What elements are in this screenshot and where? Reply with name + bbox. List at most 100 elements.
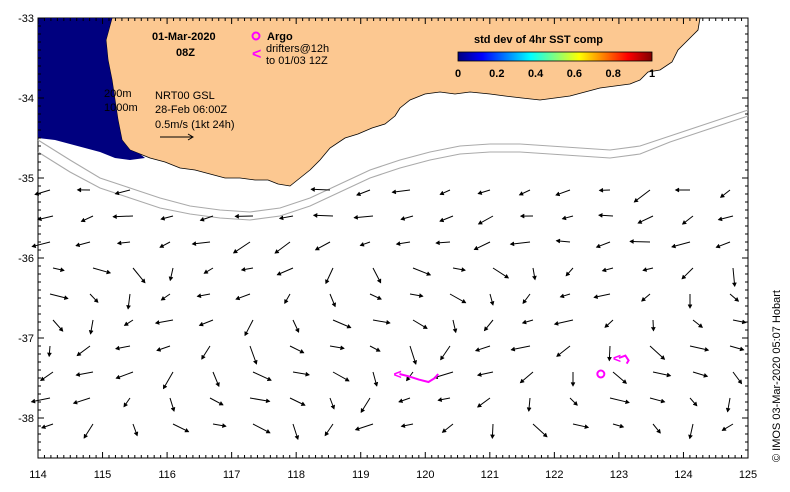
current-arrow-head [489,300,495,306]
drifters-label: drifters@12h [266,43,329,55]
current-arrow-head [360,408,365,413]
current-arrow-head [721,426,727,431]
current-arrow-head [75,242,81,248]
current-arrow-head [232,249,238,254]
current-arrow-head [198,322,204,327]
current-arrow-head [76,187,82,193]
current-arrow-head [276,271,282,276]
current-arrow-head [123,321,129,326]
current-arrow-head [406,376,411,382]
current-arrow-head [687,304,693,309]
colorbar-tick-label: 0.4 [528,68,544,80]
current-arrow-head [641,297,646,302]
current-arrow-head [715,243,721,249]
current-arrow-head [509,241,515,247]
current-arrow-head [295,328,300,333]
current-arrow-head [570,382,576,387]
current-arrow-head [642,267,648,272]
x-tick-label: 116 [158,469,176,481]
current-arrow-head [123,402,128,408]
current-arrow-head [477,190,483,195]
current-arrow-head [218,401,224,406]
current-arrow-head [703,373,709,378]
current-arrow-head [452,328,458,334]
colorbar-tick-label: 1 [649,68,655,80]
current-arrow-head [75,372,81,377]
current-arrow-head [385,320,391,325]
current-arrow-head [253,359,258,365]
drifter-track [399,373,439,384]
current-arrow-head [521,319,527,325]
current-arrow-head [159,243,165,248]
current-arrow-head [604,323,610,328]
current-arrow-head [354,426,360,431]
current-arrow-head [461,299,467,304]
colorbar-tick-label: 0.8 [606,68,621,80]
y-axis: -33 -34 -35 -36 -37 -38 [18,13,748,459]
sst-shade [38,18,145,160]
current-arrow-head [126,304,131,310]
current-arrow-head [412,360,417,365]
current-arrow-head [400,423,406,428]
colorbar-tick-label: 0.6 [567,68,582,80]
y-tick-label: -36 [18,253,34,265]
current-arrow-head [80,217,86,223]
current-arrow-head [235,295,241,301]
current-arrow-head [439,191,445,196]
current-arrow-head [553,321,559,326]
current-arrow-head [299,349,305,354]
current-arrow-head [115,374,121,380]
current-arrow-head [717,216,723,222]
x-tick-label: 117 [223,469,241,481]
colorbar-tick-label: 0 [455,68,461,80]
current-arrow-head [671,243,676,249]
current-arrow-head [725,407,731,413]
drifter-track [618,354,630,365]
current-arrow-head [359,242,365,247]
source-label: NRT00 GSL [155,90,215,102]
current-arrow-head [373,381,379,387]
current-arrow-head [565,271,571,277]
current-arrow-head [698,323,703,328]
current-arrow-head [76,351,82,357]
current-arrow-head [160,296,166,301]
current-arrow-head [191,241,197,246]
current-arrow-head [184,428,190,433]
current-arrow-head [719,193,725,198]
current-arrow-head [474,347,480,352]
current-arrow-head [490,434,495,439]
current-arrow-head [504,274,510,279]
colorbar-tick-label: 0.2 [489,68,504,80]
current-arrow-head [573,401,578,406]
current-arrow-head [391,189,397,195]
current-arrow-head [607,356,612,362]
drifters-to-label: to 01/03 12Z [266,55,328,67]
current-arrow-head [215,382,220,388]
current-arrow-head [34,191,40,196]
current-arrow-head [437,397,443,402]
current-arrow-head [737,379,743,385]
current-arrow-head [244,331,249,337]
current-arrow-head [331,302,337,308]
current-arrow-head [601,267,607,273]
current-arrow-head [651,326,656,332]
current-arrow-head [660,398,666,404]
current-arrow-head [141,278,146,284]
argo-legend-icon [251,31,261,41]
current-arrow-head [377,278,382,284]
current-arrow-head [595,243,601,249]
argo-float-icon [596,369,606,379]
date-label: 01-Mar-2020 [152,31,216,43]
drifter-tracks: << [393,350,630,384]
current-arrow-head [555,238,561,244]
current-arrow-head [441,428,447,433]
current-arrow-head [681,274,687,280]
depth-200-label: 200m [104,88,132,100]
current-arrow-head [377,295,382,300]
current-arrow-head [395,241,401,246]
current-arrow-head [477,403,482,408]
current-arrow-head [267,376,272,381]
current-arrow-head [294,435,300,441]
current-arrow-head [265,429,271,434]
current-arrow-head [30,398,36,404]
